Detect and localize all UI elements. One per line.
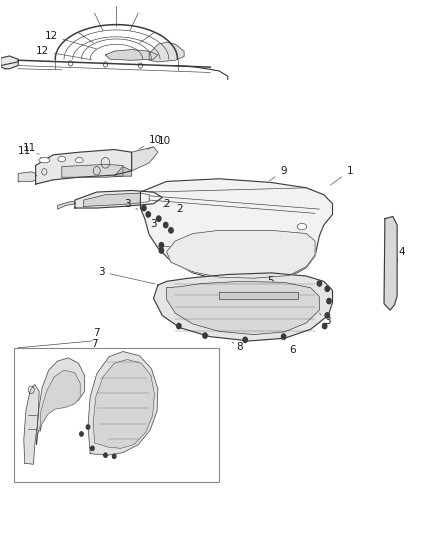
Polygon shape: [75, 190, 162, 208]
Polygon shape: [93, 360, 154, 448]
Circle shape: [104, 453, 107, 457]
Text: 9: 9: [269, 166, 287, 181]
Polygon shape: [36, 358, 85, 445]
Polygon shape: [1, 56, 18, 69]
Circle shape: [327, 298, 331, 304]
Circle shape: [203, 333, 207, 338]
Circle shape: [86, 425, 90, 429]
Text: 3: 3: [150, 219, 157, 229]
Circle shape: [163, 222, 168, 228]
Polygon shape: [384, 216, 397, 310]
Circle shape: [322, 324, 327, 329]
Circle shape: [177, 324, 181, 329]
Text: 10: 10: [138, 135, 162, 149]
Circle shape: [243, 337, 247, 343]
Text: 12: 12: [44, 31, 96, 49]
Polygon shape: [153, 273, 332, 341]
Text: 2: 2: [163, 199, 170, 209]
Text: 6: 6: [285, 341, 296, 356]
Polygon shape: [62, 165, 123, 177]
Text: 4: 4: [397, 247, 405, 261]
Polygon shape: [35, 150, 132, 184]
Polygon shape: [106, 50, 158, 60]
Circle shape: [156, 216, 161, 221]
Circle shape: [159, 243, 163, 248]
FancyBboxPatch shape: [14, 348, 219, 482]
Polygon shape: [88, 352, 158, 455]
Ellipse shape: [75, 158, 83, 163]
Circle shape: [159, 248, 163, 253]
Polygon shape: [24, 384, 39, 464]
Polygon shape: [84, 193, 149, 206]
Text: 2: 2: [177, 204, 183, 214]
Circle shape: [146, 212, 150, 217]
Circle shape: [113, 454, 116, 458]
Polygon shape: [141, 179, 332, 281]
Polygon shape: [219, 292, 297, 300]
Circle shape: [325, 286, 329, 292]
Circle shape: [142, 205, 146, 211]
Polygon shape: [40, 370, 80, 431]
Text: 1: 1: [330, 166, 353, 185]
Text: 7: 7: [82, 338, 98, 350]
Polygon shape: [132, 147, 158, 171]
Text: 8: 8: [232, 342, 243, 352]
Text: 5: 5: [260, 277, 274, 292]
Circle shape: [317, 281, 321, 286]
Text: 3: 3: [98, 267, 155, 284]
Circle shape: [169, 228, 173, 233]
Polygon shape: [18, 172, 35, 181]
Text: 10: 10: [147, 136, 171, 149]
Text: 11: 11: [22, 143, 42, 159]
Ellipse shape: [39, 158, 50, 163]
Text: 3: 3: [319, 313, 331, 326]
Circle shape: [282, 334, 286, 340]
Polygon shape: [57, 201, 75, 209]
Circle shape: [325, 313, 329, 318]
Polygon shape: [114, 166, 132, 176]
Polygon shape: [149, 42, 184, 62]
Text: 3: 3: [124, 199, 138, 209]
Ellipse shape: [58, 157, 66, 162]
Text: 12: 12: [35, 46, 92, 60]
Ellipse shape: [297, 223, 307, 230]
Text: 7: 7: [93, 328, 100, 338]
Circle shape: [91, 446, 94, 450]
Polygon shape: [166, 230, 315, 278]
Circle shape: [80, 432, 83, 436]
Text: 11: 11: [18, 146, 39, 156]
Polygon shape: [166, 281, 319, 335]
